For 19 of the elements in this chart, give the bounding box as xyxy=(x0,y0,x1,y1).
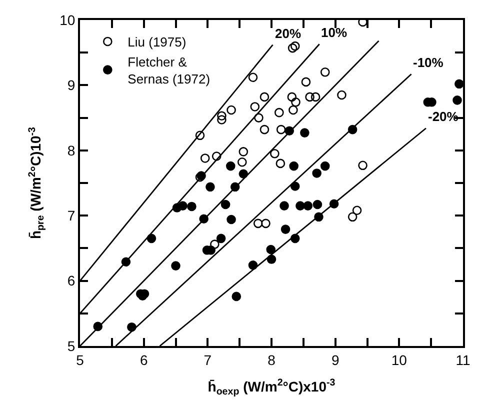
y-tick-label: 7 xyxy=(67,208,76,224)
x-tick-label: 8 xyxy=(268,352,276,368)
y-tick-label: 5 xyxy=(67,338,76,354)
y-tick-label: 10 xyxy=(60,12,76,28)
y-tick-label: 9 xyxy=(67,77,76,94)
x-tick-label: 10 xyxy=(391,352,408,368)
y-tick-label: 8 xyxy=(67,142,76,158)
x-axis-title: h̄$_{oexp}$ (W/m$^{2}$°C)x10$^{-3}$ xyxy=(208,378,336,398)
series-label: 20% xyxy=(275,26,302,41)
legend-label: Liu (1975) xyxy=(128,34,186,50)
legend-label: Fletcher & Sernas (1972) xyxy=(128,54,210,86)
x-tick-label: 9 xyxy=(331,352,340,368)
series-label: -10% xyxy=(413,55,444,70)
x-tick-label: 11 xyxy=(456,352,470,368)
x-tick-label: 6 xyxy=(140,352,148,368)
legend-label: 10% xyxy=(321,25,348,40)
y-tick-label: 6 xyxy=(67,272,76,289)
series-label: -20% xyxy=(428,109,459,124)
x-tick-label: 7 xyxy=(204,352,212,368)
